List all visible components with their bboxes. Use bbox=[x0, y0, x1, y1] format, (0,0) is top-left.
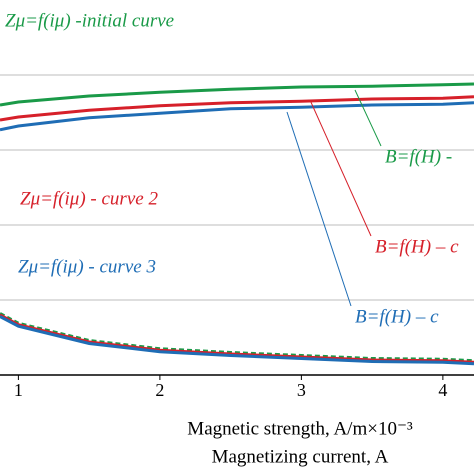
line-series bbox=[0, 95, 474, 122]
line-series bbox=[0, 82, 474, 107]
line-series bbox=[0, 101, 474, 132]
annotation-arrow bbox=[286, 111, 352, 307]
x-axis-label-2: Magnetizing current, A bbox=[212, 446, 389, 467]
x-tick-label: 4 bbox=[438, 380, 447, 400]
x-tick-label: 2 bbox=[155, 380, 164, 400]
annotation: B=f(H) – c bbox=[375, 236, 459, 257]
annotation-arrow bbox=[309, 99, 372, 237]
annotation: Zμ=f(iμ) - curve 3 bbox=[18, 256, 156, 277]
annotation-arrow bbox=[354, 89, 382, 147]
annotation: Zμ=f(iμ) - curve 2 bbox=[20, 188, 158, 209]
annotation: B=f(H) – c bbox=[355, 306, 439, 327]
annotation: B=f(H) - bbox=[385, 146, 452, 167]
x-tick-label: 1 bbox=[14, 380, 23, 400]
x-tick-label: 3 bbox=[297, 380, 306, 400]
annotation: Zμ=f(iμ) -initial curve bbox=[5, 10, 174, 31]
x-axis-label: Magnetic strength, A/m×10⁻³ bbox=[187, 418, 413, 439]
line-series bbox=[0, 315, 474, 366]
